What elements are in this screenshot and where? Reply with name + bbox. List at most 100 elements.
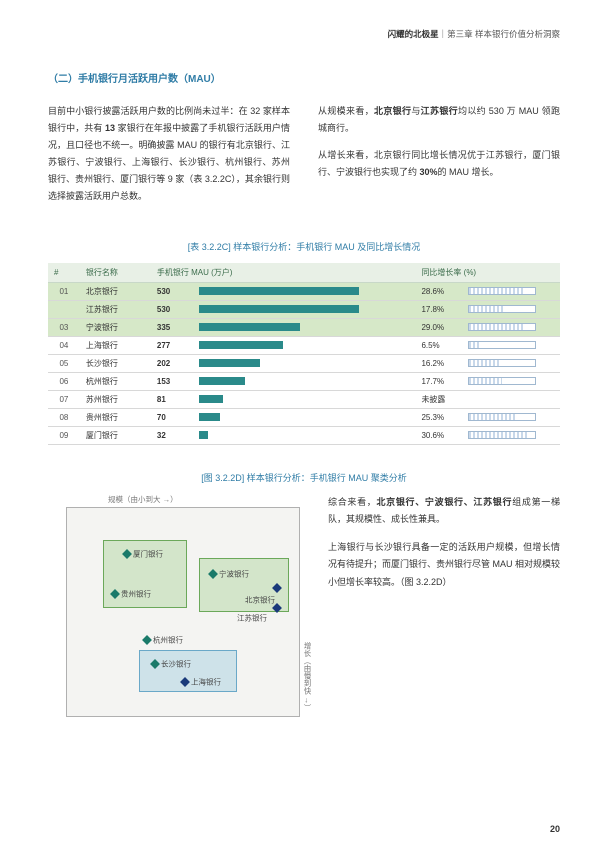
cell-mau: 70 [151, 408, 193, 426]
cell-rbar [462, 336, 560, 354]
right-column: 从规模来看，北京银行与江苏银行均以约 530 万 MAU 领跑城商行。 从增长来… [318, 103, 560, 216]
right-paragraph-2: 从增长来看，北京银行同比增长情况优于江苏银行，厦门银行、宁波银行也实现了约 30… [318, 147, 560, 181]
cell-mau: 277 [151, 336, 193, 354]
page-number: 20 [550, 824, 560, 834]
cell-rbar [462, 408, 560, 426]
rate-bar [468, 305, 536, 313]
cell-bar [193, 426, 416, 444]
cell-num: 07 [48, 390, 80, 408]
scatter-label: 长沙银行 [161, 658, 191, 669]
scatter-label: 贵州银行 [121, 588, 151, 599]
table-row: 07苏州银行81 未披露 [48, 390, 560, 408]
analysis-text: 综合来看，北京银行、宁波银行、江苏银行组成第一梯队，其规模性、成长性兼具。 上海… [328, 494, 560, 717]
cell-name: 杭州银行 [80, 372, 151, 390]
header-bold: 闪耀的北极星 [388, 29, 439, 39]
cell-bar [193, 390, 416, 408]
cell-mau: 153 [151, 372, 193, 390]
cell-name: 贵州银行 [80, 408, 151, 426]
cell-mau: 530 [151, 300, 193, 318]
cell-rate: 未披露 [415, 390, 462, 408]
axis-y-label: 增长（由慢到快 →） [302, 642, 313, 712]
left-paragraph: 目前中小银行披露活跃用户数的比例尚未过半：在 32 家样本银行中，共有 13 家… [48, 103, 290, 206]
cell-rbar [462, 390, 560, 408]
scatter-label: 北京银行 [245, 594, 275, 605]
cell-rate: 25.3% [415, 408, 462, 426]
cell-name: 苏州银行 [80, 390, 151, 408]
cell-bar [193, 408, 416, 426]
table-row: 09厦门银行32 30.6% [48, 426, 560, 444]
table-row: 03宁波银行335 29.0% [48, 318, 560, 336]
th-num: # [48, 263, 80, 283]
cell-mau: 202 [151, 354, 193, 372]
cell-name: 长沙银行 [80, 354, 151, 372]
mau-table: # 银行名称 手机银行 MAU (万户) 同比增长率 (%) 01北京银行530… [48, 263, 560, 445]
table-row: 06杭州银行153 17.7% [48, 372, 560, 390]
th-mau: 手机银行 MAU (万户) [151, 263, 416, 283]
cluster-box [139, 650, 237, 692]
scatter-label: 江苏银行 [237, 612, 267, 623]
cell-rate: 29.0% [415, 318, 462, 336]
cell-rate: 6.5% [415, 336, 462, 354]
cell-rate: 17.7% [415, 372, 462, 390]
header-rest: ｜第三章 样本银行价值分析洞察 [439, 29, 560, 39]
scatter-panel: 规模（由小到大 →） 增长（由慢到快 →） 厦门银行宁波银行北京银行贵州银行江苏… [48, 494, 308, 717]
cell-num: 03 [48, 318, 80, 336]
rate-bar [468, 413, 536, 421]
cell-name: 北京银行 [80, 282, 151, 300]
cell-bar [193, 336, 416, 354]
scatter-point [142, 635, 152, 645]
rate-bar [468, 323, 536, 331]
right-paragraph-1: 从规模来看，北京银行与江苏银行均以约 530 万 MAU 领跑城商行。 [318, 103, 560, 137]
figure-caption: [图 3.2.2D] 样本银行分析：手机银行 MAU 聚类分析 [48, 471, 560, 484]
cell-rate: 30.6% [415, 426, 462, 444]
th-rate: 同比增长率 (%) [415, 263, 560, 283]
cell-name: 上海银行 [80, 336, 151, 354]
cell-bar [193, 300, 416, 318]
cell-mau: 335 [151, 318, 193, 336]
scatter-label: 上海银行 [191, 676, 221, 687]
scatter-label: 宁波银行 [219, 568, 249, 579]
cell-mau: 81 [151, 390, 193, 408]
rate-bar [468, 377, 536, 385]
page-header: 闪耀的北极星｜第三章 样本银行价值分析洞察 [48, 28, 560, 40]
rate-bar [468, 341, 536, 349]
table-row: 江苏银行530 17.8% [48, 300, 560, 318]
rate-bar [468, 431, 536, 439]
cell-bar [193, 354, 416, 372]
cell-bar [193, 318, 416, 336]
cell-num: 05 [48, 354, 80, 372]
cell-num [48, 300, 80, 318]
cell-num: 09 [48, 426, 80, 444]
scatter-chart: 增长（由慢到快 →） 厦门银行宁波银行北京银行贵州银行江苏银行杭州银行长沙银行上… [66, 507, 300, 717]
scatter-label: 杭州银行 [153, 634, 183, 645]
cell-num: 06 [48, 372, 80, 390]
cell-rate: 28.6% [415, 282, 462, 300]
table-row: 01北京银行53028.6% [48, 282, 560, 300]
cell-name: 厦门银行 [80, 426, 151, 444]
axis-x-label: 规模（由小到大 →） [108, 494, 308, 505]
cell-num: 04 [48, 336, 80, 354]
cell-rbar [462, 300, 560, 318]
cell-rbar [462, 372, 560, 390]
cell-bar [193, 282, 416, 300]
cell-rbar [462, 282, 560, 300]
cell-name: 江苏银行 [80, 300, 151, 318]
analysis-p2: 上海银行与长沙银行具备一定的活跃用户规模，但增长情况有待提升；而厦门银行、贵州银… [328, 539, 560, 592]
table-row: 04上海银行277 6.5% [48, 336, 560, 354]
cell-rate: 17.8% [415, 300, 462, 318]
analysis-p1: 综合来看，北京银行、宁波银行、江苏银行组成第一梯队，其规模性、成长性兼具。 [328, 494, 560, 529]
cell-rbar [462, 426, 560, 444]
cell-num: 08 [48, 408, 80, 426]
rate-bar [468, 287, 536, 295]
table-caption: [表 3.2.2C] 样本银行分析：手机银行 MAU 及同比增长情况 [48, 240, 560, 253]
scatter-label: 厦门银行 [133, 548, 163, 559]
cell-mau: 32 [151, 426, 193, 444]
cell-name: 宁波银行 [80, 318, 151, 336]
cell-num: 01 [48, 282, 80, 300]
cell-rbar [462, 354, 560, 372]
rate-bar [468, 359, 536, 367]
cell-rate: 16.2% [415, 354, 462, 372]
cell-bar [193, 372, 416, 390]
table-row: 08贵州银行70 25.3% [48, 408, 560, 426]
table-row: 05长沙银行202 16.2% [48, 354, 560, 372]
